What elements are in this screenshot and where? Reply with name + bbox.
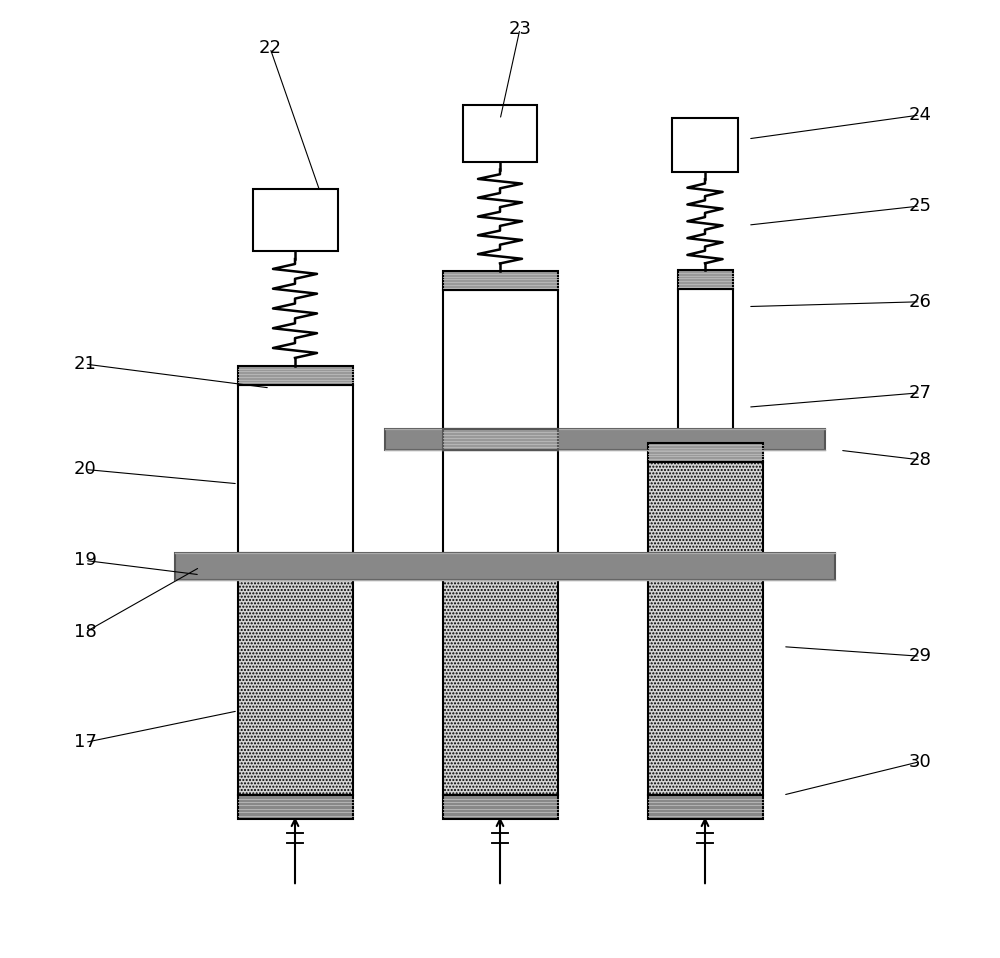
Bar bbox=[442, 429, 558, 450]
Bar bbox=[385, 429, 825, 450]
Text: 28: 28 bbox=[909, 451, 931, 468]
Text: 17: 17 bbox=[74, 734, 96, 751]
Text: 29: 29 bbox=[908, 648, 932, 665]
Text: 24: 24 bbox=[908, 106, 932, 124]
Bar bbox=[678, 270, 732, 289]
Text: 20: 20 bbox=[74, 461, 96, 478]
Bar bbox=[175, 553, 835, 580]
Bar bbox=[442, 450, 558, 553]
Text: 26: 26 bbox=[909, 293, 931, 310]
Bar bbox=[442, 556, 558, 795]
Bar bbox=[238, 366, 352, 385]
Text: 30: 30 bbox=[909, 753, 931, 770]
Text: 18: 18 bbox=[74, 624, 96, 641]
Bar bbox=[238, 556, 352, 795]
Bar bbox=[678, 289, 732, 443]
Bar bbox=[442, 271, 558, 290]
Bar bbox=[252, 189, 338, 251]
Bar bbox=[238, 795, 352, 819]
Bar bbox=[672, 118, 738, 172]
Bar bbox=[463, 104, 537, 162]
Text: 19: 19 bbox=[74, 552, 96, 569]
Bar bbox=[648, 443, 763, 462]
Bar bbox=[442, 795, 558, 819]
Bar bbox=[648, 795, 763, 819]
Bar bbox=[648, 556, 763, 795]
Bar bbox=[442, 290, 558, 429]
Bar bbox=[238, 385, 352, 553]
Text: 22: 22 bbox=[258, 39, 282, 57]
Text: 27: 27 bbox=[908, 384, 932, 401]
Bar bbox=[648, 462, 763, 553]
Text: 23: 23 bbox=[509, 20, 532, 37]
Text: 21: 21 bbox=[74, 355, 96, 373]
Text: 25: 25 bbox=[908, 197, 932, 215]
